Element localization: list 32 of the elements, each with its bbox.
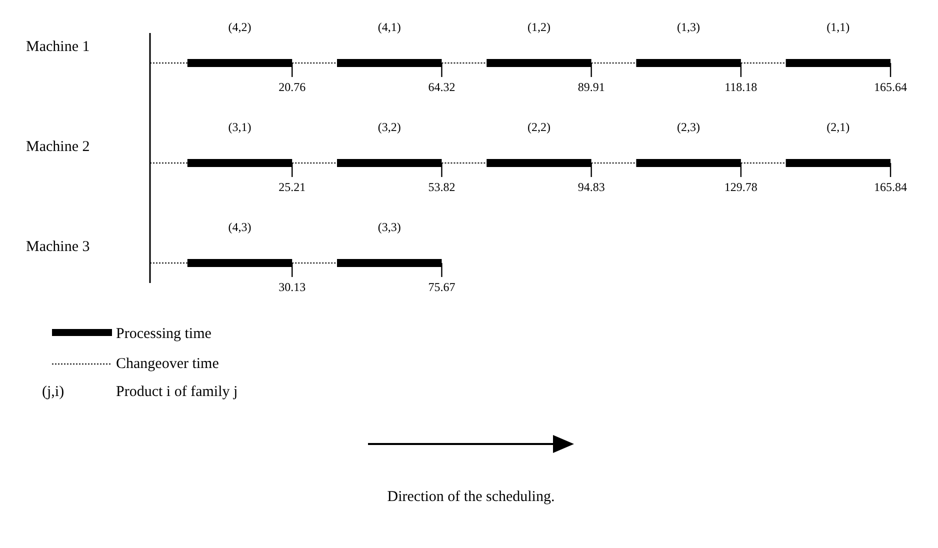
data-label: 94.83 <box>578 180 605 194</box>
data-label: 53.82 <box>428 180 456 194</box>
data-label: 75.67 <box>428 280 456 294</box>
text: (2,3) <box>677 120 700 134</box>
text: (1,2) <box>527 20 550 34</box>
category-label: Machine 1 <box>26 39 90 55</box>
text: Product i of family j <box>116 384 238 400</box>
text: (2,2) <box>527 120 550 134</box>
text: (1,3) <box>677 20 700 34</box>
text: (1,1) <box>826 20 850 34</box>
text: (3,2) <box>378 120 401 134</box>
data-label: 129.78 <box>724 180 758 194</box>
data-label: 30.13 <box>278 280 306 294</box>
category-label: Machine 2 <box>26 139 90 155</box>
text: Changeover time <box>116 356 220 372</box>
text: Direction of the scheduling. <box>387 489 555 505</box>
text: Processing time <box>116 326 212 342</box>
text: (j,i) <box>42 384 64 400</box>
text: (4,2) <box>228 20 252 34</box>
text: (2,1) <box>826 120 850 134</box>
text: (4,3) <box>228 220 252 234</box>
text: (3,1) <box>228 120 252 134</box>
data-label: 25.21 <box>278 180 306 194</box>
data-label: 89.91 <box>578 80 605 94</box>
data-label: 118.18 <box>724 80 758 94</box>
data-label: 165.64 <box>874 80 908 94</box>
data-label: 165.84 <box>874 180 908 194</box>
text: (3,3) <box>378 220 401 234</box>
data-label: 20.76 <box>278 80 306 94</box>
text: (4,1) <box>378 20 401 34</box>
category-label: Machine 3 <box>26 239 90 255</box>
data-label: 64.32 <box>428 80 456 94</box>
